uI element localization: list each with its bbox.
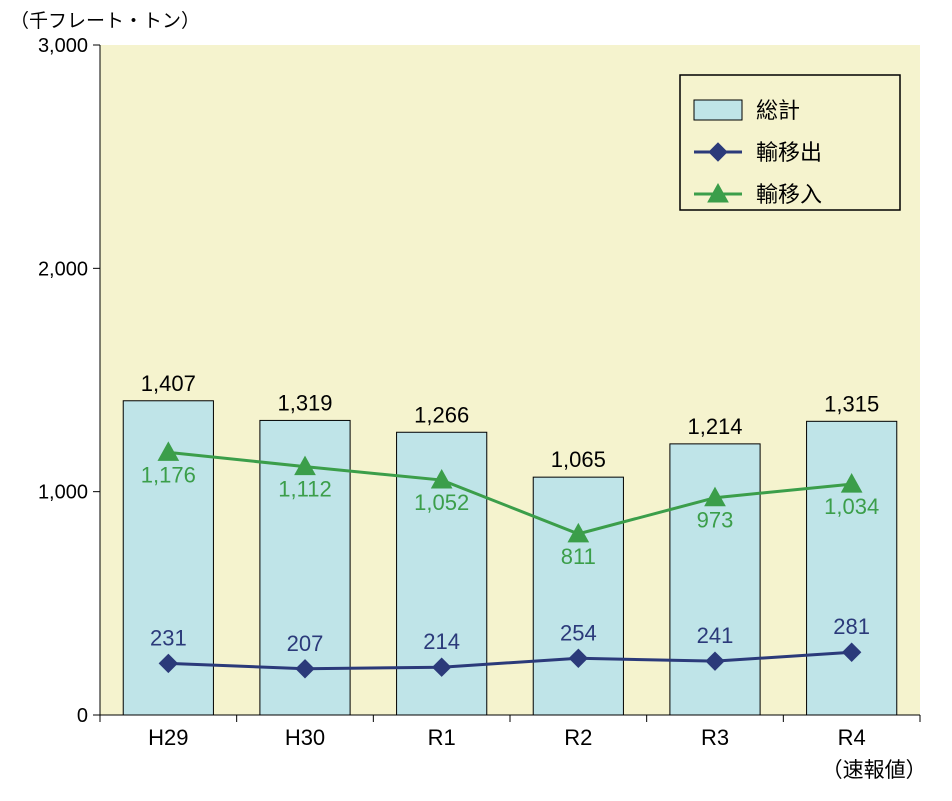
- legend-swatch-bar-icon: [694, 100, 742, 120]
- x-category-label: H29: [148, 725, 188, 750]
- series-value-label: 281: [833, 614, 870, 639]
- y-tick-label: 0: [77, 705, 88, 727]
- series-value-label: 254: [560, 620, 597, 645]
- series-value-label: 973: [697, 508, 734, 533]
- bar-value-label: 1,266: [414, 402, 469, 427]
- series-value-label: 1,176: [141, 462, 196, 487]
- freight-tonnage-chart: 0 1,000 2,000 3,000 （千フレート・トン） 1,407 1,319 1,26…: [0, 0, 952, 801]
- series-value-label: 231: [150, 625, 187, 650]
- bar-value-label: 1,407: [141, 371, 196, 396]
- y-tick-label: 2,000: [38, 258, 88, 280]
- bar: [807, 421, 897, 715]
- y-tick-label: 3,000: [38, 35, 88, 57]
- series-value-label: 241: [697, 623, 734, 648]
- series-value-label: 811: [561, 544, 596, 569]
- chart-svg: 0 1,000 2,000 3,000 （千フレート・トン） 1,407 1,319 1,26…: [0, 0, 952, 801]
- series-value-label: 1,052: [414, 490, 469, 515]
- series-value-label: 207: [287, 631, 324, 656]
- series-value-label: 214: [423, 629, 460, 654]
- bar: [533, 477, 623, 715]
- y-tick-label: 1,000: [38, 482, 88, 504]
- x-category-label: R2: [564, 725, 592, 750]
- x-category-label: R3: [701, 725, 729, 750]
- x-axis-note: （速報値）: [822, 759, 927, 782]
- bar-value-label: 1,319: [277, 390, 332, 415]
- x-category-label: H30: [285, 725, 325, 750]
- legend-label: 総計: [756, 98, 800, 123]
- series-value-label: 1,112: [278, 477, 331, 502]
- bar: [670, 444, 760, 715]
- bar-value-label: 1,315: [824, 391, 879, 416]
- y-axis-title: （千フレート・トン）: [10, 10, 200, 32]
- x-category-label: R4: [838, 725, 866, 750]
- bar-value-label: 1,214: [687, 414, 742, 439]
- x-category-label: R1: [428, 725, 456, 750]
- series-value-label: 1,034: [824, 494, 879, 519]
- legend-label: 輸移出: [756, 140, 822, 165]
- bar-value-label: 1,065: [551, 447, 606, 472]
- legend-label: 輸移入: [756, 182, 822, 207]
